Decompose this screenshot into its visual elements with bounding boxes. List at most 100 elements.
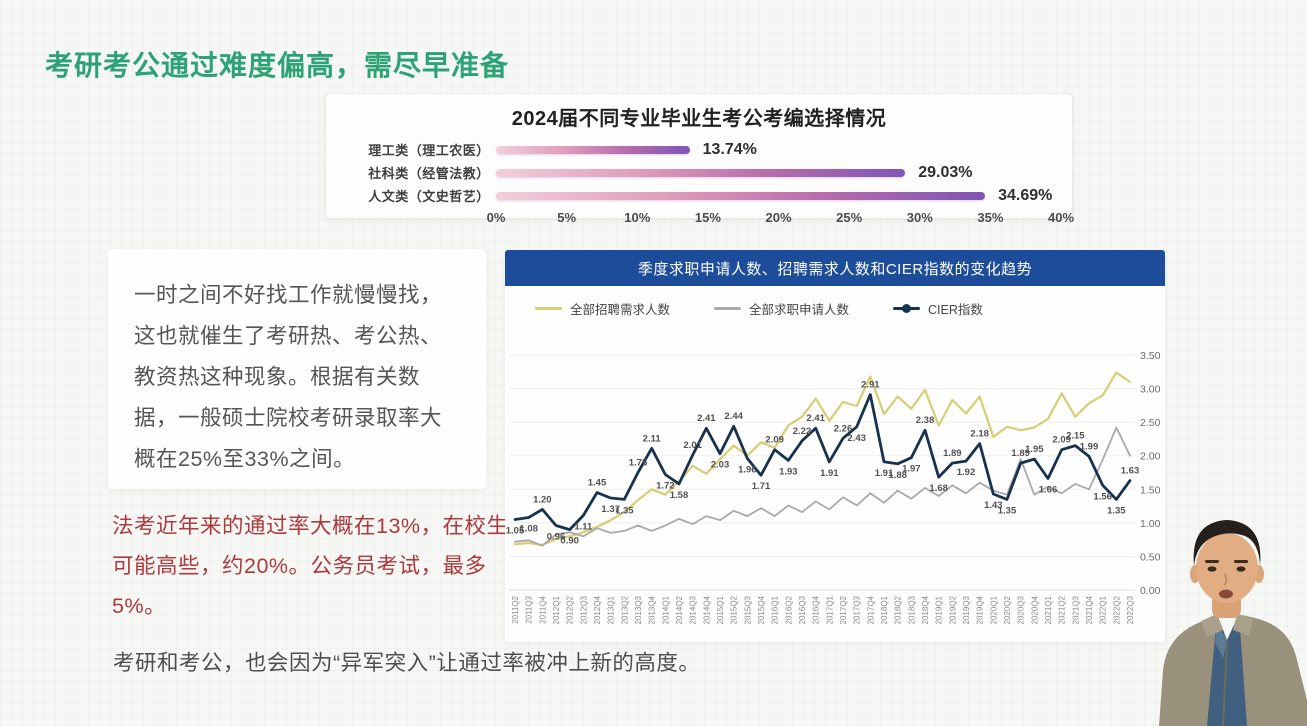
svg-text:1.05: 1.05 — [506, 526, 525, 537]
svg-text:2017Q1: 2017Q1 — [825, 595, 834, 624]
svg-text:2017Q2: 2017Q2 — [839, 595, 848, 624]
bar-x-tick: 30% — [906, 210, 933, 225]
svg-text:2022Q1: 2022Q1 — [1099, 595, 1108, 624]
presenter-video — [1159, 520, 1307, 726]
svg-text:2019Q3: 2019Q3 — [962, 595, 971, 624]
trend-plot: 0.00 0.50 1.00 1.50 2.00 2.50 3.00 3.50 2011Q2 20… — [506, 350, 1161, 624]
svg-text:1.95: 1.95 — [1025, 444, 1044, 455]
svg-text:2.44: 2.44 — [724, 411, 743, 422]
svg-text:1.75: 1.75 — [629, 458, 648, 469]
legend-item: 全部求职申请人数 — [714, 299, 849, 318]
presenter-collar-left — [1201, 614, 1223, 637]
svg-text:1.96: 1.96 — [738, 464, 757, 475]
svg-text:1.97: 1.97 — [902, 464, 921, 475]
bar-x-tick: 35% — [977, 210, 1004, 225]
svg-text:1.71: 1.71 — [752, 481, 771, 492]
bar-x-tick: 25% — [836, 210, 863, 225]
series-line-2 — [513, 393, 1132, 532]
svg-text:3.00: 3.00 — [1140, 384, 1161, 396]
svg-text:2021Q1: 2021Q1 — [1044, 595, 1053, 624]
legend-label: 全部求职申请人数 — [749, 302, 850, 317]
page-title: 考研考公通过难度偏高，需尽早准备 — [45, 50, 510, 81]
svg-text:2014Q4: 2014Q4 — [702, 595, 711, 624]
svg-text:2012Q4: 2012Q4 — [593, 595, 602, 624]
svg-text:2.01: 2.01 — [683, 440, 702, 451]
svg-text:2.41: 2.41 — [806, 413, 825, 424]
svg-text:1.91: 1.91 — [875, 468, 894, 479]
svg-text:2.09: 2.09 — [1052, 435, 1071, 446]
bar-x-tick: 0% — [486, 210, 506, 225]
svg-text:2.15: 2.15 — [1066, 431, 1085, 442]
bar-chart-x-axis: 0% 5% 10% 15% 20% 25% 30% 35% 40% — [487, 210, 1074, 226]
bar-row: 理工类（理工农医） 13.74% — [338, 138, 1060, 161]
svg-text:2017Q3: 2017Q3 — [853, 595, 862, 624]
svg-text:2011Q3: 2011Q3 — [525, 595, 534, 623]
svg-text:2011Q2: 2011Q2 — [511, 595, 520, 623]
svg-text:2012Q1: 2012Q1 — [552, 595, 561, 624]
legend-line-swatch — [893, 303, 921, 313]
svg-text:1.45: 1.45 — [588, 478, 607, 489]
axis-labels: 0.00 0.50 1.00 1.50 2.00 2.50 3.00 3.50 2011Q2 20… — [511, 350, 1161, 624]
svg-text:2013Q3: 2013Q3 — [634, 595, 643, 624]
presenter-jacket-right — [1237, 614, 1307, 726]
svg-text:2019Q1: 2019Q1 — [935, 595, 944, 624]
svg-text:2012Q3: 2012Q3 — [579, 595, 588, 624]
bar-x-tick: 15% — [694, 210, 721, 225]
svg-text:2020Q3: 2020Q3 — [1017, 595, 1026, 624]
bar-value-label: 13.74% — [702, 140, 757, 158]
svg-text:1.99: 1.99 — [1080, 441, 1099, 452]
quote-text: 一时之间不好找工作就慢慢找，这也就催生了考研热、考公热、教资热这种现象。根据有关… — [134, 283, 443, 471]
bar-category-label: 社科类（经管法教） — [368, 166, 490, 181]
bar-x-tick: 20% — [765, 210, 792, 225]
svg-text:2018Q2: 2018Q2 — [894, 595, 903, 624]
trend-chart-title: 季度求职申请人数、招聘需求人数和CIER指数的变化趋势 — [505, 250, 1165, 286]
svg-text:1.91: 1.91 — [820, 468, 839, 479]
bar-fill — [495, 168, 906, 177]
svg-text:2014Q2: 2014Q2 — [675, 595, 684, 624]
svg-text:2.09: 2.09 — [765, 435, 784, 446]
bar-value-label: 29.03% — [918, 163, 973, 181]
svg-text:2.41: 2.41 — [697, 413, 716, 424]
legend-label: CIER指数 — [928, 302, 983, 317]
bar-track: 34.69% — [495, 187, 1060, 205]
svg-text:1.58: 1.58 — [670, 490, 689, 501]
bar-row: 社科类（经管法教） 29.03% — [338, 161, 1060, 184]
svg-text:2020Q2: 2020Q2 — [1003, 595, 1012, 624]
svg-text:1.89: 1.89 — [1011, 448, 1030, 459]
bar-category-label: 人文类（文史哲艺） — [368, 189, 490, 204]
warning-text: 法考近年来的通过率大概在13%，在校生可能高些，约20%。公务员考试，最多5%。 — [112, 514, 509, 618]
svg-text:2015Q2: 2015Q2 — [730, 595, 739, 624]
svg-text:2016Q4: 2016Q4 — [812, 595, 821, 624]
svg-text:1.92: 1.92 — [957, 467, 976, 478]
svg-text:2016Q1: 2016Q1 — [771, 595, 780, 624]
svg-text:1.35: 1.35 — [615, 505, 634, 516]
svg-text:1.08: 1.08 — [519, 523, 538, 534]
svg-text:2016Q2: 2016Q2 — [784, 595, 793, 624]
svg-text:2013Q4: 2013Q4 — [648, 595, 657, 624]
trend-chart-card: 季度求职申请人数、招聘需求人数和CIER指数的变化趋势 全部招聘需求人数 全部求职… — [505, 250, 1165, 642]
svg-text:2013Q1: 2013Q1 — [607, 595, 616, 624]
svg-text:2021Q4: 2021Q4 — [1085, 595, 1094, 624]
svg-text:2015Q4: 2015Q4 — [757, 595, 766, 624]
presenter-collar-right — [1233, 614, 1253, 636]
svg-text:2020Q1: 2020Q1 — [989, 595, 998, 624]
svg-text:1.50: 1.50 — [1140, 484, 1161, 496]
svg-text:2.38: 2.38 — [916, 415, 935, 426]
cier-point-labels: 1.051.081.200.960.901.111.451.371.351.75… — [506, 380, 1140, 547]
svg-text:2.26: 2.26 — [834, 423, 853, 434]
bar-x-tick: 40% — [1047, 210, 1075, 225]
svg-text:2015Q3: 2015Q3 — [743, 595, 752, 624]
svg-text:1.00: 1.00 — [1140, 518, 1161, 530]
svg-text:1.66: 1.66 — [1039, 485, 1058, 496]
quote-card: 一时之间不好找工作就慢慢找，这也就催生了考研热、考公热、教资热这种现象。根据有关… — [108, 249, 486, 489]
presenter-face — [1196, 533, 1258, 603]
svg-text:0.90: 0.90 — [560, 536, 579, 547]
bar-category-label: 理工类（理工农医） — [368, 143, 490, 158]
legend-item: 全部招聘需求人数 — [535, 299, 670, 318]
presenter-jacket-left — [1159, 615, 1219, 726]
svg-text:2022Q3: 2022Q3 — [1126, 595, 1135, 624]
svg-text:2018Q3: 2018Q3 — [907, 595, 916, 624]
svg-text:0.96: 0.96 — [547, 532, 566, 543]
svg-text:2.50: 2.50 — [1140, 417, 1161, 429]
svg-text:1.88: 1.88 — [888, 470, 907, 481]
